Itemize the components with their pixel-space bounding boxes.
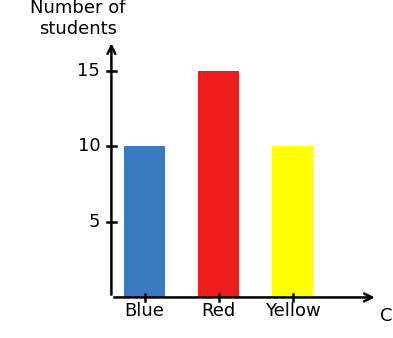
Text: 5: 5 bbox=[89, 213, 100, 231]
Text: 15: 15 bbox=[77, 62, 100, 80]
Text: Number of
students: Number of students bbox=[30, 0, 126, 38]
Text: 10: 10 bbox=[78, 137, 100, 155]
Text: Color: Color bbox=[380, 307, 393, 324]
Bar bbox=[272, 146, 313, 297]
Bar bbox=[124, 146, 165, 297]
Bar bbox=[198, 71, 239, 297]
